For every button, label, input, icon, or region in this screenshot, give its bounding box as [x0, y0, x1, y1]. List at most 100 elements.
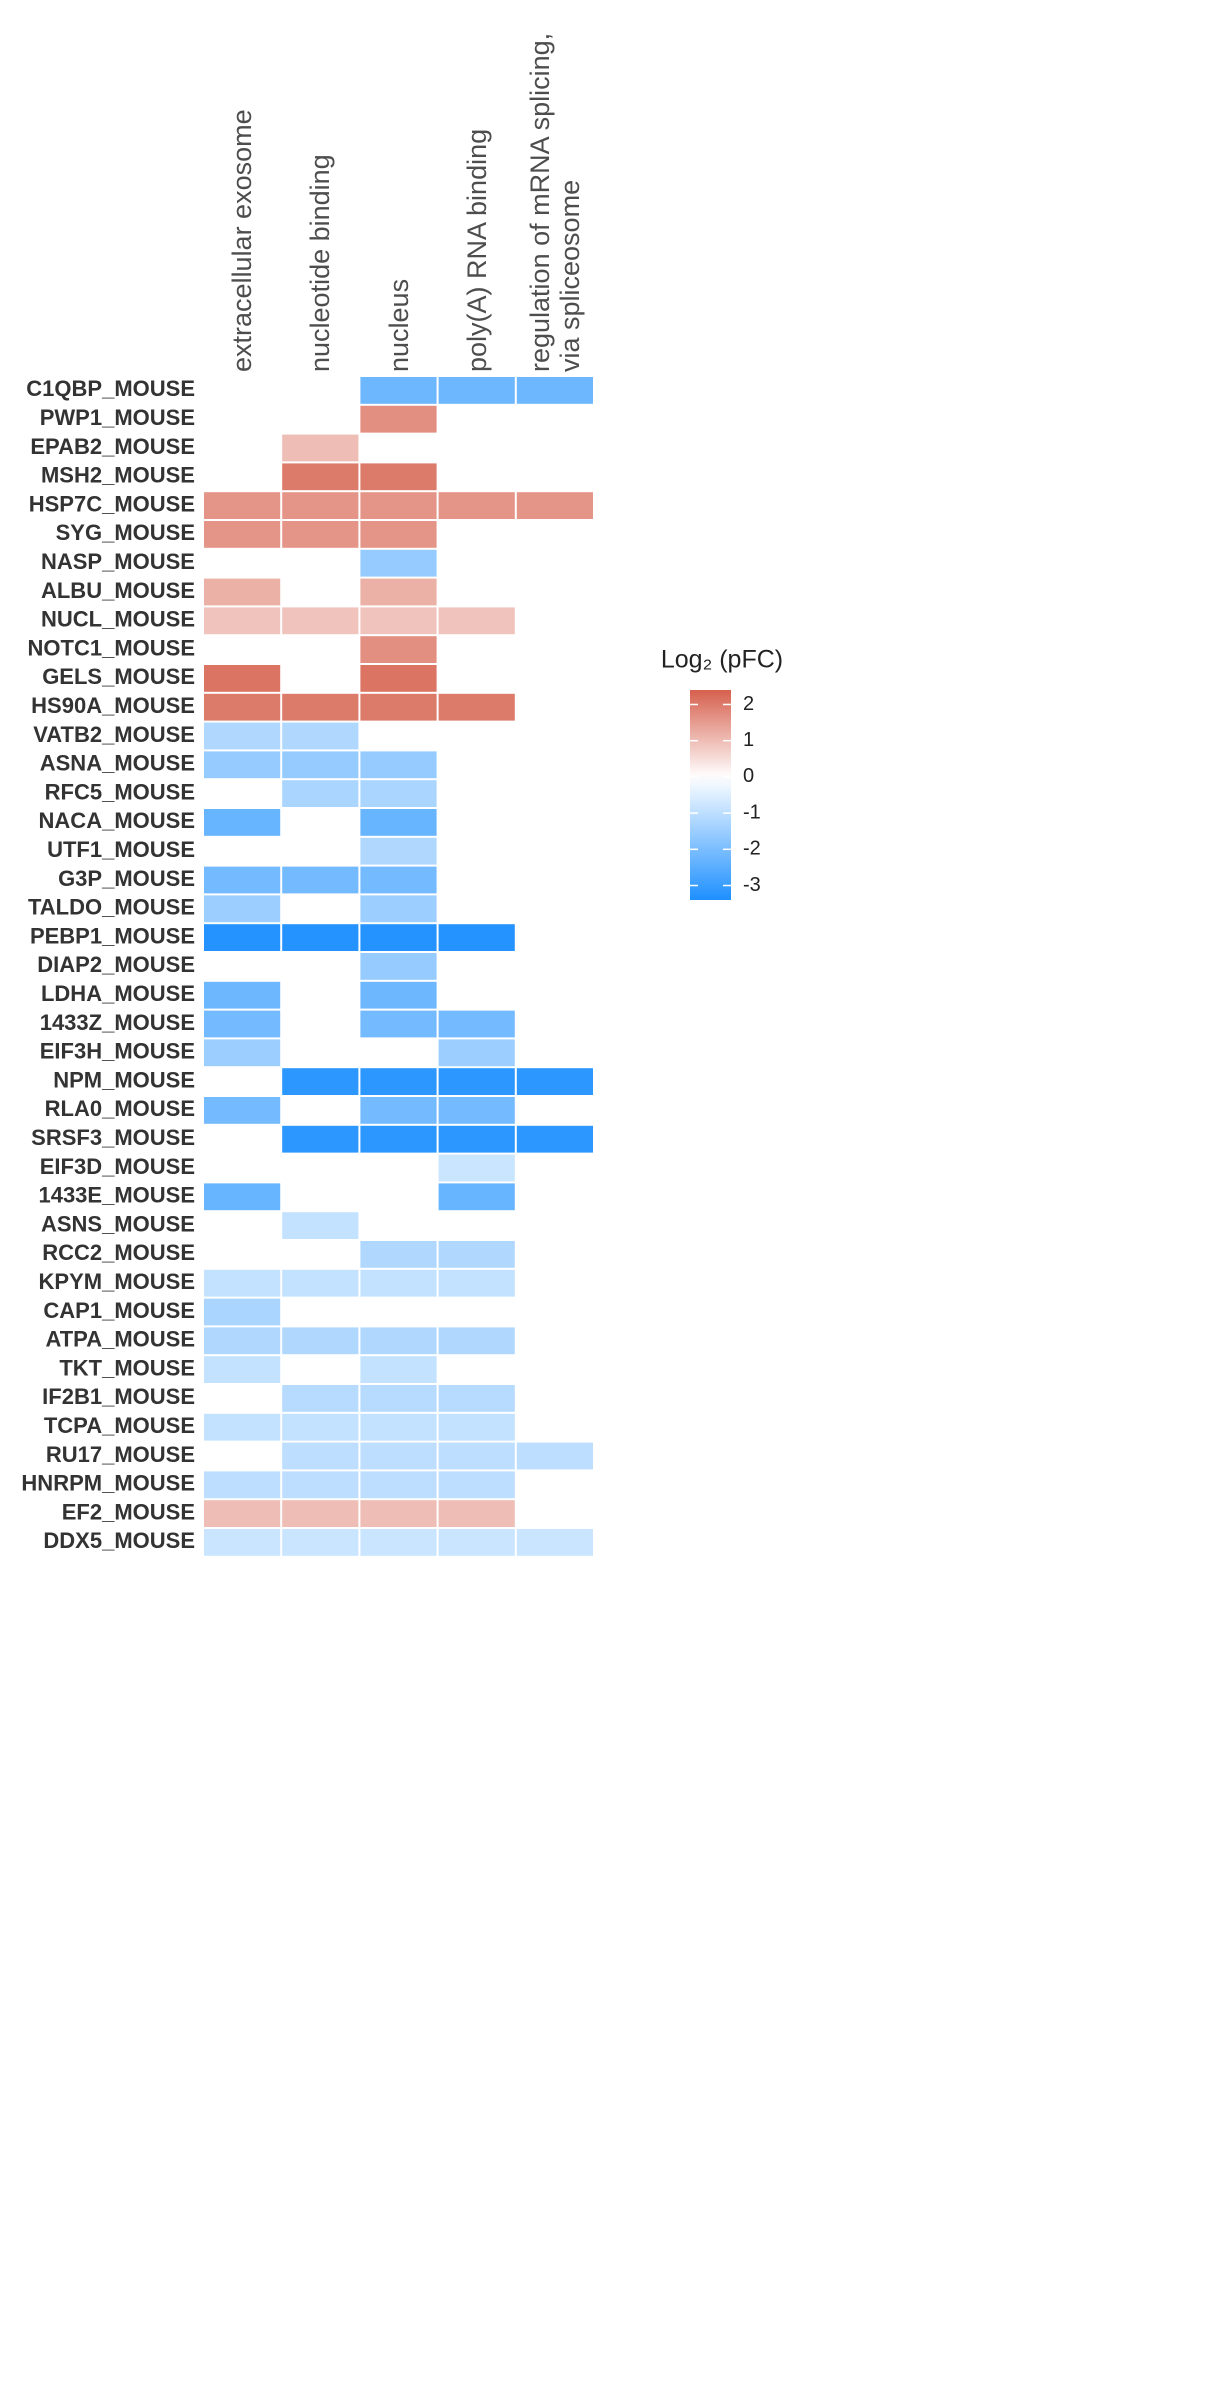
- cell: [438, 1183, 515, 1211]
- row-label: CAP1_MOUSE: [43, 1298, 195, 1323]
- cell: [438, 924, 515, 951]
- cell: [282, 1500, 359, 1527]
- colorbar-tick-label: -2: [743, 838, 761, 860]
- cell: [204, 1183, 281, 1211]
- row-label: DDX5_MOUSE: [43, 1528, 195, 1553]
- cell: [360, 693, 437, 721]
- cell: [204, 1097, 281, 1124]
- cell: [360, 1068, 437, 1095]
- cell: [282, 434, 359, 462]
- cell: [360, 1529, 437, 1556]
- cell: [204, 1298, 281, 1326]
- row-label: SRSF3_MOUSE: [31, 1125, 195, 1150]
- cell: [360, 1356, 437, 1383]
- cell: [204, 607, 281, 635]
- cell: [204, 751, 281, 779]
- column-label: nucleus: [383, 278, 414, 372]
- cell: [360, 1125, 437, 1153]
- cell: [438, 1039, 515, 1067]
- cell: [360, 981, 437, 1009]
- cell: [438, 693, 515, 721]
- cell: [204, 1413, 281, 1441]
- cell: [438, 1500, 515, 1527]
- cell: [204, 1269, 281, 1297]
- cell: [360, 1442, 437, 1470]
- cell: [516, 1068, 593, 1095]
- cell: [438, 1385, 515, 1412]
- cell: [360, 895, 437, 923]
- cell: [360, 1500, 437, 1527]
- cell: [516, 1529, 593, 1556]
- cell: [360, 809, 437, 836]
- column-label: poly(A) RNA binding: [461, 128, 492, 372]
- cell: [282, 1068, 359, 1095]
- cell: [360, 405, 437, 433]
- row-label: HNRPM_MOUSE: [21, 1471, 195, 1496]
- cell: [282, 607, 359, 635]
- cell: [282, 751, 359, 779]
- cell: [204, 521, 281, 548]
- row-label: NPM_MOUSE: [53, 1067, 195, 1092]
- cell: [438, 1471, 515, 1499]
- cell: [282, 1442, 359, 1470]
- row-label: TALDO_MOUSE: [28, 895, 195, 920]
- row-label: TKT_MOUSE: [59, 1355, 195, 1380]
- cell: [204, 492, 281, 519]
- cell: [360, 837, 437, 865]
- colorbar-tick-label: -1: [743, 801, 761, 823]
- cell: [282, 1413, 359, 1441]
- row-label: RLA0_MOUSE: [45, 1096, 195, 1121]
- cell: [282, 693, 359, 721]
- cell: [438, 1413, 515, 1441]
- cell: [438, 377, 515, 404]
- cell: [282, 1529, 359, 1556]
- cell: [360, 1097, 437, 1124]
- row-label: PWP1_MOUSE: [40, 405, 195, 430]
- cell: [438, 607, 515, 635]
- cell: [204, 722, 281, 750]
- row-label: ATPA_MOUSE: [45, 1327, 195, 1352]
- row-label: NOTC1_MOUSE: [28, 635, 195, 660]
- row-label: LDHA_MOUSE: [41, 981, 195, 1006]
- cell: [360, 377, 437, 404]
- cell: [360, 1471, 437, 1499]
- row-label: HS90A_MOUSE: [31, 693, 195, 718]
- row-label: EIF3H_MOUSE: [40, 1039, 195, 1064]
- cell: [204, 924, 281, 951]
- cell: [360, 924, 437, 951]
- cell: [360, 578, 437, 606]
- cell: [360, 780, 437, 807]
- cell: [204, 1327, 281, 1355]
- column-label: extracellular exosome: [227, 109, 258, 372]
- cell: [438, 1125, 515, 1153]
- cell: [438, 1529, 515, 1556]
- row-label: RFC5_MOUSE: [45, 779, 195, 804]
- cell: [204, 981, 281, 1009]
- cell: [204, 1529, 281, 1556]
- row-label: ASNA_MOUSE: [40, 751, 195, 776]
- cell: [360, 549, 437, 577]
- cell: [438, 1154, 515, 1182]
- row-label: G3P_MOUSE: [58, 866, 195, 891]
- row-label: 1433Z_MOUSE: [40, 1010, 195, 1035]
- cell: [282, 1125, 359, 1153]
- cell: [438, 1010, 515, 1038]
- row-label: EF2_MOUSE: [62, 1499, 195, 1524]
- cell: [438, 1269, 515, 1297]
- cell: [282, 1269, 359, 1297]
- cell: [204, 1500, 281, 1527]
- cell: [282, 722, 359, 750]
- row-label: DIAP2_MOUSE: [37, 952, 195, 977]
- cell: [360, 521, 437, 548]
- cell: [204, 1010, 281, 1038]
- cell: [360, 665, 437, 692]
- cell: [360, 1385, 437, 1412]
- cell: [438, 492, 515, 519]
- row-label: NASP_MOUSE: [41, 549, 195, 574]
- row-label: 1433E_MOUSE: [38, 1183, 195, 1208]
- cell: [438, 1241, 515, 1268]
- row-label: SYG_MOUSE: [56, 520, 195, 545]
- row-label: KPYM_MOUSE: [39, 1269, 195, 1294]
- row-label: EPAB2_MOUSE: [30, 434, 195, 459]
